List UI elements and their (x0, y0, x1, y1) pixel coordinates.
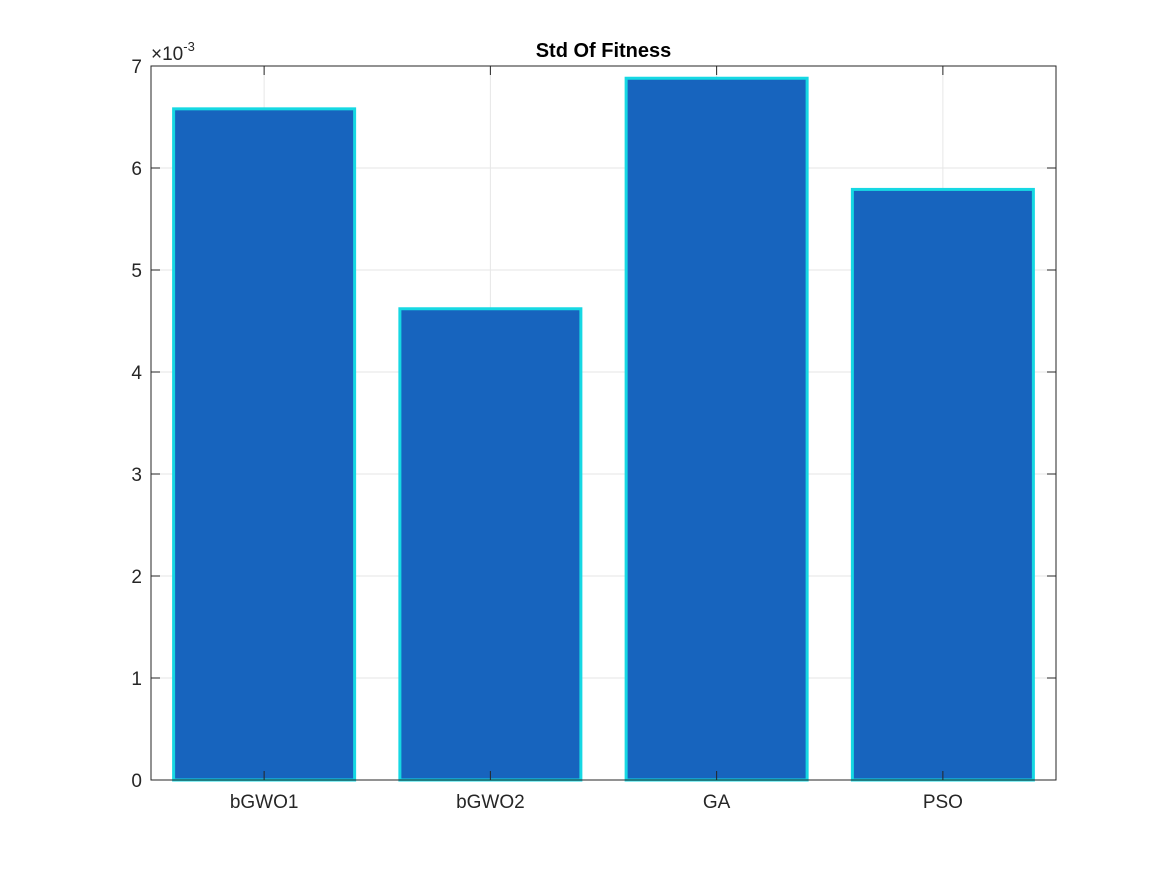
y-tick-label: 6 (131, 159, 142, 180)
x-tick-label: GA (703, 792, 731, 813)
y-tick-label: 2 (131, 567, 142, 588)
x-tick-label: bGWO2 (456, 792, 525, 813)
chart-title: Std Of Fitness (536, 40, 672, 62)
y-tick-label: 0 (131, 771, 142, 792)
y-tick-label: 1 (131, 669, 142, 690)
bar-bgwo2 (398, 307, 583, 782)
y-axis-exponent-power: -3 (183, 39, 195, 54)
x-tick-label: bGWO1 (230, 792, 299, 813)
y-axis-exponent-base: ×10 (151, 44, 183, 65)
y-tick-label: 5 (131, 261, 142, 282)
x-tick-label: PSO (923, 792, 963, 813)
label-layer: 0 1 2 3 4 5 6 7 bGWO1 bGWO2 GA PSO (131, 57, 963, 813)
bar-ga (624, 76, 809, 782)
y-tick-label: 3 (131, 465, 142, 486)
bar-layer (172, 76, 1035, 782)
y-tick-label: 4 (131, 363, 142, 384)
y-tick-label: 7 (131, 57, 142, 78)
bar-bgwo1 (172, 107, 357, 782)
axes-box (150, 65, 1057, 781)
y-axis-exponent: ×10-3 (151, 39, 195, 65)
tick-layer (151, 65, 1056, 781)
bar-pso (850, 187, 1035, 782)
